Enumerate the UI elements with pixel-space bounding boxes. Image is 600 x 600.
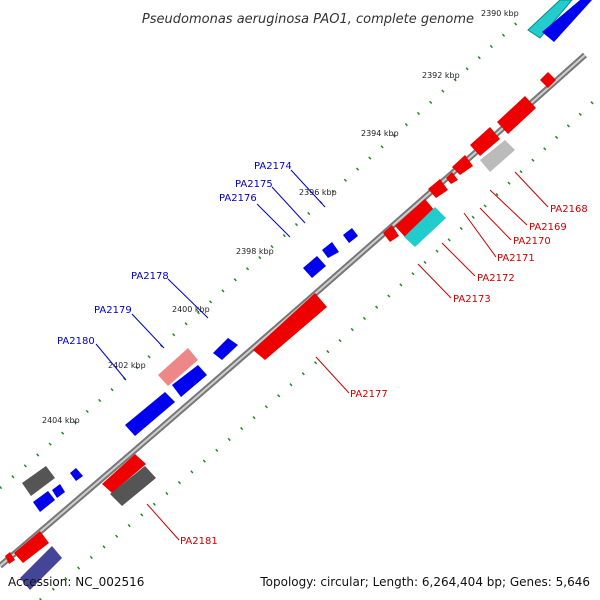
accession-text: Accession: NC_002516	[8, 575, 144, 589]
reverse-gene[interactable]	[540, 72, 556, 88]
reverse-strand-features	[5, 72, 556, 590]
navy-feature[interactable]	[20, 546, 62, 590]
grey-feature[interactable]	[480, 140, 515, 172]
reverse-labels: PA2168 PA2169 PA2170 PA2171 PA2172 PA217…	[146, 171, 588, 547]
reverse-gene-PA2171[interactable]	[446, 172, 458, 184]
reverse-gene-PA2173[interactable]	[395, 199, 435, 237]
gene-label[interactable]: PA2179	[94, 305, 132, 316]
pink-feature[interactable]	[158, 348, 198, 386]
gene-label[interactable]: PA2177	[350, 389, 388, 400]
reverse-gene-PA2181[interactable]	[102, 454, 146, 493]
gene-label[interactable]: PA2174	[254, 161, 292, 172]
ruler-label: 2400 kbp	[172, 305, 210, 314]
forward-gene[interactable]	[542, 0, 592, 42]
ruler-label: 2394 kbp	[361, 129, 399, 138]
gene-label[interactable]: PA2173	[453, 294, 491, 305]
ruler-label: 2402 kbp	[108, 361, 146, 370]
reverse-gene-PA2170[interactable]	[452, 155, 473, 175]
gene-label[interactable]: PA2169	[529, 222, 567, 233]
forward-gene-PA2175[interactable]	[322, 242, 339, 258]
reverse-gene-PA2177[interactable]	[253, 293, 327, 360]
map-title: Pseudomonas aeruginosa PAO1, complete ge…	[142, 12, 474, 27]
forward-strand-features	[22, 0, 592, 512]
forward-gene[interactable]	[33, 491, 55, 512]
ruler-label: 2404 kbp	[42, 416, 80, 425]
reverse-gene-PA2168[interactable]	[497, 96, 536, 134]
gene-label[interactable]: PA2175	[235, 179, 273, 190]
forward-gene-PA2176[interactable]	[303, 256, 326, 278]
ruler-label: 2392 kbp	[422, 71, 460, 80]
inner-tick-track	[39, 93, 600, 600]
gene-label[interactable]: PA2181	[180, 536, 218, 547]
gene-label[interactable]: PA2178	[131, 271, 169, 282]
cyan-feature[interactable]	[404, 207, 446, 247]
gene-label[interactable]: PA2172	[477, 273, 515, 284]
forward-labels: PA2174 PA2175 PA2176 PA2178 PA2179 PA218…	[57, 161, 326, 381]
gene-label[interactable]: PA2168	[550, 204, 588, 215]
gene-label[interactable]: PA2176	[219, 193, 257, 204]
forward-gene-PA2174[interactable]	[343, 228, 358, 243]
forward-gene-PA2179[interactable]	[172, 365, 207, 397]
gene-label[interactable]: PA2171	[497, 253, 535, 264]
reverse-gene[interactable]	[383, 225, 399, 242]
gene-label[interactable]: PA2170	[513, 236, 551, 247]
forward-gene[interactable]	[52, 484, 65, 498]
cyan-feature[interactable]	[527, 0, 573, 39]
reverse-gene-PA2169[interactable]	[470, 127, 500, 156]
ruler-label: 2390 kbp	[481, 9, 519, 18]
kbp-ruler: 2390 kbp 2392 kbp 2394 kbp 2396 kbp 2398…	[42, 9, 519, 425]
reverse-gene-PA2172[interactable]	[428, 179, 448, 198]
reverse-gene[interactable]	[5, 552, 15, 564]
pseudo-feature[interactable]	[110, 466, 156, 506]
forward-gene-PA2178[interactable]	[213, 338, 238, 360]
forward-gene-PA2180[interactable]	[125, 392, 175, 436]
genome-backbone	[0, 52, 588, 569]
genome-summary-text: Topology: circular; Length: 6,264,404 bp…	[259, 575, 590, 589]
forward-gene[interactable]	[70, 468, 83, 481]
ruler-label: 2396 kbp	[299, 188, 337, 197]
ruler-label: 2398 kbp	[236, 247, 274, 256]
pseudo-feature[interactable]	[22, 466, 55, 496]
reverse-gene[interactable]	[14, 531, 49, 563]
gene-label[interactable]: PA2180	[57, 336, 95, 347]
